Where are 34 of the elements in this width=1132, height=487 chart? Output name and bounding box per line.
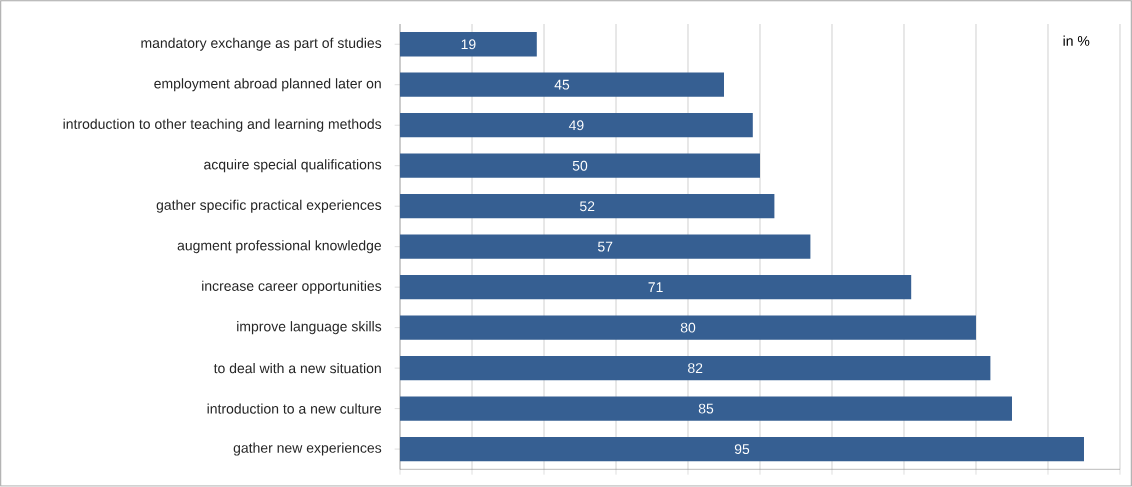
- bar: [400, 356, 991, 381]
- bar: [400, 234, 811, 259]
- data-label: 85: [698, 403, 714, 414]
- data-label: 49: [568, 120, 584, 131]
- y-tick-label: acquire special qualifications: [204, 159, 382, 173]
- data-label: 82: [688, 363, 703, 374]
- data-label: 50: [572, 160, 588, 171]
- bar: [400, 194, 775, 219]
- bar: [400, 153, 760, 179]
- bar: [400, 396, 1012, 421]
- y-tick-label: augment professional knowledge: [177, 240, 382, 254]
- y-tick-label: gather specific practical experiences: [156, 199, 382, 213]
- bar: [400, 72, 724, 98]
- data-label: 52: [579, 201, 595, 212]
- y-tick-label: introduction to other teaching and learning methods: [63, 118, 382, 132]
- data-label: 80: [680, 322, 696, 333]
- bar: [400, 315, 976, 340]
- data-label: 45: [554, 80, 570, 90]
- y-tick-label: increase career opportunities: [202, 280, 382, 294]
- bar: [400, 113, 753, 138]
- data-label: 19: [461, 39, 476, 50]
- y-tick-label: improve language skills: [237, 321, 382, 335]
- data-label: 71: [648, 282, 663, 293]
- y-tick-label: employment abroad planned later on: [154, 78, 381, 92]
- y-tick-label: gather new experiences: [233, 442, 382, 456]
- bar: [400, 437, 1084, 462]
- data-label: 95: [734, 444, 750, 455]
- bar: [400, 32, 537, 57]
- data-label: 57: [597, 241, 613, 252]
- y-tick-label: mandatory exchange as part of studies: [141, 37, 382, 51]
- annotation: in %: [1063, 35, 1090, 47]
- bar: [400, 275, 912, 300]
- y-tick-label: introduction to a new culture: [207, 403, 382, 414]
- y-tick-label: to deal with a new situation: [213, 363, 381, 374]
